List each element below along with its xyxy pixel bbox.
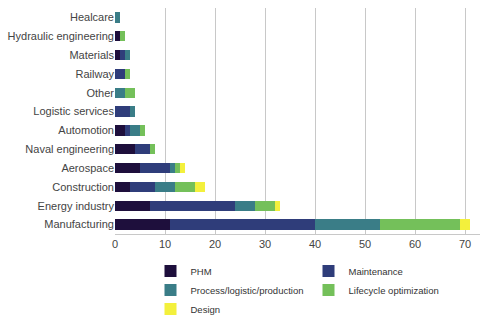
svg-text:Healcare: Healcare [70, 11, 114, 23]
svg-text:60: 60 [409, 238, 421, 250]
svg-text:Energy industry: Energy industry [38, 200, 115, 212]
svg-text:Lifecycle optimization: Lifecycle optimization [349, 285, 439, 296]
svg-text:40: 40 [309, 238, 321, 250]
svg-text:PHM: PHM [191, 266, 212, 277]
svg-text:30: 30 [259, 238, 271, 250]
svg-text:Construction: Construction [52, 181, 114, 193]
svg-text:70: 70 [459, 238, 471, 250]
svg-text:Process/logistic/production: Process/logistic/production [191, 285, 304, 296]
svg-text:Hydraulic engineering: Hydraulic engineering [8, 30, 114, 42]
svg-text:Manufacturing: Manufacturing [44, 218, 114, 230]
svg-text:Logistic services: Logistic services [33, 105, 114, 117]
svg-text:Aerospace: Aerospace [61, 162, 114, 174]
svg-text:20: 20 [209, 238, 221, 250]
svg-text:Design: Design [191, 304, 221, 315]
svg-text:Railway: Railway [75, 68, 114, 80]
svg-text:Materials: Materials [69, 49, 114, 61]
svg-text:0: 0 [112, 238, 118, 250]
svg-text:Naval engineering: Naval engineering [25, 143, 114, 155]
svg-text:50: 50 [359, 238, 371, 250]
svg-text:10: 10 [159, 238, 171, 250]
svg-text:Maintenance: Maintenance [349, 266, 403, 277]
svg-text:Automotion: Automotion [58, 124, 114, 136]
svg-text:Other: Other [86, 87, 114, 99]
